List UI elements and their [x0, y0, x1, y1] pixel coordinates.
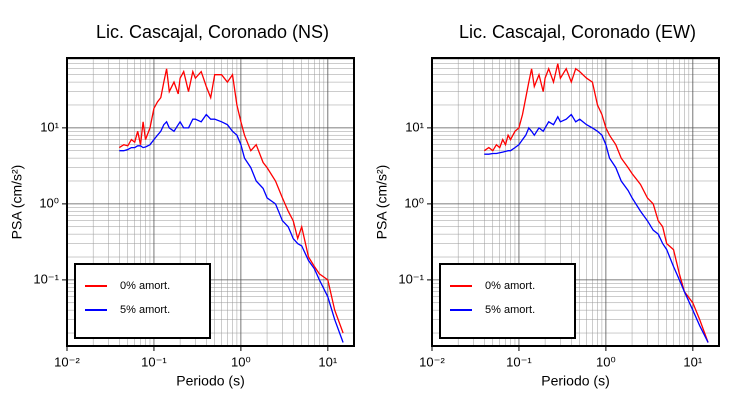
- x-axis-label: Periodo (s): [176, 373, 244, 389]
- series-line: [119, 113, 344, 343]
- x-tick-label: 10⁻²: [54, 354, 80, 369]
- plot-frame: [431, 57, 720, 347]
- y-tick-label: 10¹: [40, 119, 59, 134]
- y-tick-label: 10⁰: [404, 195, 424, 210]
- x-tick-label: 10⁰: [231, 354, 251, 369]
- y-tick-label: 10¹: [405, 119, 424, 134]
- x-tick-label: 10¹: [683, 354, 702, 369]
- legend-label: 5% amort.: [120, 304, 170, 316]
- y-tick-label: 10⁻¹: [33, 271, 59, 286]
- x-tick-label: 10⁻¹: [506, 354, 532, 369]
- y-tick-label: 10⁻¹: [398, 271, 424, 286]
- x-tick-label: 10⁰: [596, 354, 616, 369]
- chart: 10⁻² 10⁻¹ 10⁰ 10¹ 10⁻¹ 10⁰ 10¹ Lic. Cascajal, C…: [9, 22, 355, 389]
- legend-box: [439, 263, 576, 339]
- x-tick-label: 10⁻¹: [141, 354, 167, 369]
- series-line: [484, 113, 709, 343]
- series-line: [118, 68, 344, 334]
- series-line: [483, 63, 709, 343]
- x-tick-label: 10¹: [318, 354, 337, 369]
- chart-title: Lic. Cascajal, Coronado (NS): [96, 22, 329, 42]
- y-axis-label: PSA (cm/s²): [374, 165, 390, 240]
- legend-label: 5% amort.: [485, 304, 535, 316]
- chart-title: Lic. Cascajal, Coronado (EW): [459, 22, 696, 42]
- legend-box: [74, 263, 211, 339]
- x-tick-label: 10⁻²: [419, 354, 445, 369]
- y-axis-label: PSA (cm/s²): [9, 165, 25, 240]
- legend-label: 0% amort.: [120, 280, 170, 292]
- chart: 10⁻² 10⁻¹ 10⁰ 10¹ 10⁻¹ 10⁰ 10¹ Lic. Cascajal, C…: [374, 22, 720, 389]
- legend-label: 0% amort.: [485, 280, 535, 292]
- x-axis-label: Periodo (s): [541, 373, 609, 389]
- y-tick-label: 10⁰: [39, 195, 59, 210]
- plot-frame: [66, 57, 355, 347]
